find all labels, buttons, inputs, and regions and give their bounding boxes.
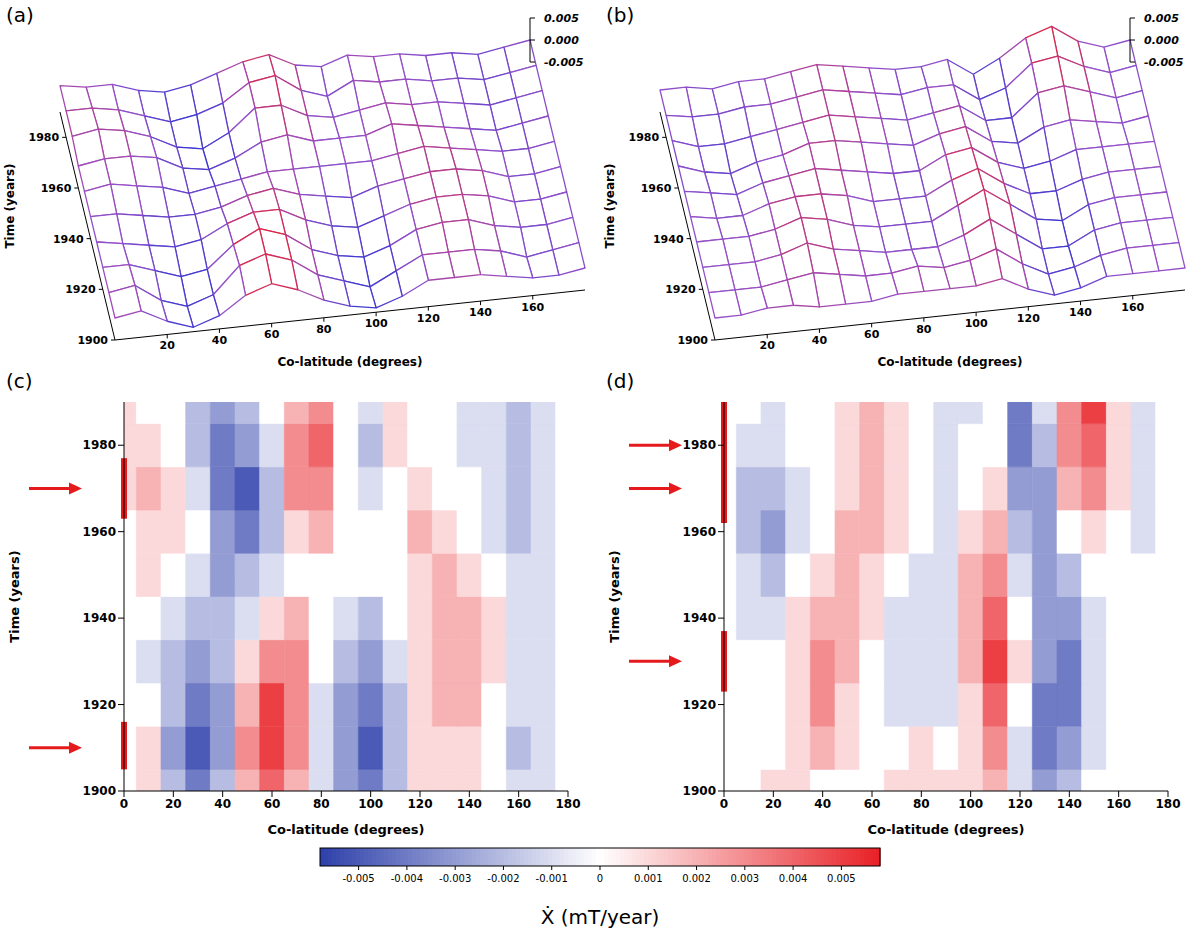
svg-text:40: 40	[812, 334, 828, 347]
svg-text:140: 140	[1057, 797, 1082, 811]
svg-text:Time (years): Time (years)	[3, 163, 17, 248]
svg-text:20: 20	[160, 339, 176, 352]
svg-text:140: 140	[1069, 306, 1092, 319]
svg-text:Co-latitude (degrees): Co-latitude (degrees)	[868, 822, 1025, 837]
svg-text:1940: 1940	[653, 233, 684, 246]
svg-text:80: 80	[313, 797, 330, 811]
svg-text:120: 120	[417, 312, 440, 325]
svg-text:1980: 1980	[628, 131, 659, 144]
svg-text:100: 100	[365, 317, 388, 330]
svg-text:80: 80	[916, 323, 932, 336]
svg-text:40: 40	[214, 797, 231, 811]
svg-text:180: 180	[1155, 797, 1180, 811]
svg-text:1920: 1920	[683, 698, 716, 712]
svg-text:160: 160	[506, 797, 531, 811]
svg-text:1960: 1960	[641, 182, 672, 195]
svg-text:40: 40	[814, 797, 831, 811]
svg-text:Time (years): Time (years)	[607, 550, 622, 642]
svg-text:160: 160	[521, 301, 544, 314]
svg-text:40: 40	[212, 334, 228, 347]
svg-text:0.000: 0.000	[544, 34, 579, 47]
svg-text:Time (years): Time (years)	[7, 550, 22, 642]
svg-text:1940: 1940	[53, 233, 84, 246]
svg-text:1900: 1900	[83, 784, 116, 798]
html-text:(d): (d)	[606, 369, 635, 393]
svg-text:-0.002: -0.002	[487, 873, 519, 884]
svg-text:1960: 1960	[83, 525, 116, 539]
svg-text:120: 120	[1017, 312, 1040, 325]
svg-text:-0.005: -0.005	[544, 56, 584, 69]
svg-text:Ẋ (mT/year): Ẋ (mT/year)	[541, 905, 660, 929]
svg-text:1900: 1900	[77, 334, 108, 347]
svg-text:1900: 1900	[677, 334, 708, 347]
svg-text:160: 160	[1121, 301, 1144, 314]
svg-text:160: 160	[1106, 797, 1131, 811]
svg-text:(b): (b)	[606, 3, 634, 27]
svg-text:0.000: 0.000	[1144, 34, 1179, 47]
svg-text:1920: 1920	[83, 698, 116, 712]
svg-text:0.002: 0.002	[682, 873, 711, 884]
svg-text:1960: 1960	[41, 182, 72, 195]
svg-text:0.005: 0.005	[1144, 12, 1179, 25]
svg-text:0: 0	[720, 797, 728, 811]
svg-text:1960: 1960	[683, 525, 716, 539]
svg-text:-0.003: -0.003	[439, 873, 471, 884]
svg-text:1920: 1920	[65, 283, 96, 296]
svg-text:100: 100	[958, 797, 983, 811]
svg-text:0.003: 0.003	[731, 873, 760, 884]
svg-text:20: 20	[760, 339, 776, 352]
svg-text:140: 140	[469, 306, 492, 319]
svg-text:1940: 1940	[683, 611, 716, 625]
svg-text:Co-latitude (degrees): Co-latitude (degrees)	[278, 355, 423, 369]
svg-text:80: 80	[913, 797, 930, 811]
svg-text:Time (years): Time (years)	[603, 163, 617, 248]
svg-text:20: 20	[165, 797, 182, 811]
svg-text:120: 120	[1007, 797, 1032, 811]
svg-text:1980: 1980	[83, 438, 116, 452]
svg-text:0.001: 0.001	[634, 873, 663, 884]
svg-text:60: 60	[264, 328, 280, 341]
svg-text:180: 180	[555, 797, 580, 811]
svg-text:120: 120	[407, 797, 432, 811]
svg-text:1900: 1900	[683, 784, 716, 798]
svg-text:0: 0	[120, 797, 128, 811]
svg-text:80: 80	[316, 323, 332, 336]
svg-text:0.005: 0.005	[827, 873, 856, 884]
svg-text:-0.005: -0.005	[1144, 56, 1184, 69]
svg-text:100: 100	[965, 317, 988, 330]
svg-text:(a): (a)	[6, 3, 34, 27]
svg-text:1920: 1920	[665, 283, 696, 296]
svg-text:Co-latitude (degrees): Co-latitude (degrees)	[268, 822, 425, 837]
svg-text:-0.004: -0.004	[391, 873, 423, 884]
svg-text:140: 140	[457, 797, 482, 811]
svg-text:60: 60	[864, 328, 880, 341]
svg-text:-0.001: -0.001	[536, 873, 568, 884]
svg-text:60: 60	[864, 797, 881, 811]
svg-text:1980: 1980	[683, 438, 716, 452]
html-text:(c): (c)	[6, 369, 33, 393]
svg-text:0: 0	[597, 873, 603, 884]
svg-text:60: 60	[264, 797, 281, 811]
svg-text:1940: 1940	[83, 611, 116, 625]
svg-text:20: 20	[765, 797, 782, 811]
svg-text:1980: 1980	[28, 131, 59, 144]
svg-text:100: 100	[358, 797, 383, 811]
svg-text:Co-latitude (degrees): Co-latitude (degrees)	[878, 355, 1023, 369]
svg-text:-0.005: -0.005	[342, 873, 374, 884]
svg-text:0.005: 0.005	[544, 12, 579, 25]
svg-text:0.004: 0.004	[779, 873, 808, 884]
